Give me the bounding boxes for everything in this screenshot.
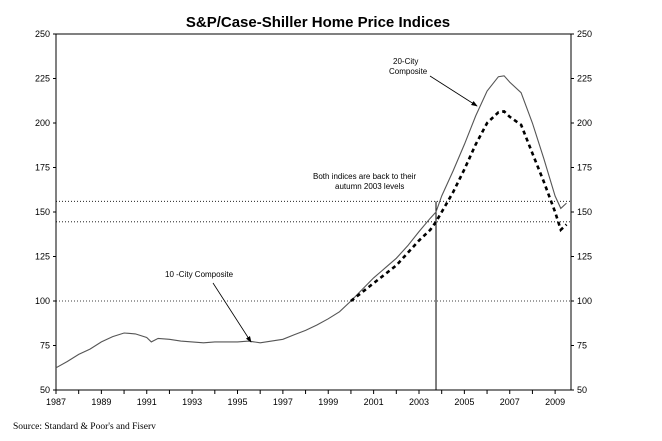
y-tick-label-left: 75 <box>40 341 50 351</box>
x-tick-label: 1997 <box>273 397 293 407</box>
series-20-city-line <box>350 110 568 303</box>
y-tick-label-left: 225 <box>35 74 50 84</box>
y-tick-label-left: 100 <box>35 296 50 306</box>
y-tick-label-left: 200 <box>35 118 50 128</box>
y-tick-label-left: 125 <box>35 252 50 262</box>
x-tick-label: 2001 <box>364 397 384 407</box>
annotation-both-indices-line2: autumn 2003 levels <box>335 182 404 191</box>
series-10-city-line <box>55 75 567 369</box>
y-tick-label-left: 150 <box>35 207 50 217</box>
x-tick-label: 2007 <box>500 397 520 407</box>
x-tick-label: 1995 <box>227 397 247 407</box>
x-tick-label: 1993 <box>182 397 202 407</box>
x-tick-label: 1999 <box>318 397 338 407</box>
y-tick-label-right: 250 <box>577 29 592 39</box>
annotation-20-city-arrow <box>429 75 478 107</box>
x-tick-label: 2005 <box>454 397 474 407</box>
plot-area <box>55 33 572 391</box>
y-tick-label-left: 50 <box>40 385 50 395</box>
source-note: Source: Standard & Poor's and Fiserv <box>13 422 156 432</box>
x-tick-label: 1987 <box>46 397 66 407</box>
y-tick-label-right: 175 <box>577 163 592 173</box>
y-tick-label-right: 125 <box>577 252 592 262</box>
x-tick-label: 1989 <box>91 397 111 407</box>
annotation-10-city: 10 -City Composite <box>165 270 234 279</box>
y-tick-label-right: 150 <box>577 207 592 217</box>
x-tick-label: 2003 <box>409 397 429 407</box>
y-tick-label-left: 250 <box>35 29 50 39</box>
y-tick-label-right: 200 <box>577 118 592 128</box>
y-tick-label-right: 100 <box>577 296 592 306</box>
annotation-both-indices-line1: Both indices are back to their <box>313 172 417 181</box>
annotation-20-city-line2: Composite <box>389 67 428 76</box>
annotation-20-city-line1: 20-City <box>393 57 418 66</box>
x-tick-label: 2009 <box>545 397 565 407</box>
chart-title: S&P/Case-Shiller Home Price Indices <box>186 14 450 31</box>
y-tick-label-right: 50 <box>577 385 587 395</box>
annotation-10-city-arrow <box>212 282 252 343</box>
y-tick-label-right: 225 <box>577 74 592 84</box>
y-tick-label-left: 175 <box>35 163 50 173</box>
y-tick-label-right: 75 <box>577 341 587 351</box>
x-tick-label: 1991 <box>137 397 157 407</box>
